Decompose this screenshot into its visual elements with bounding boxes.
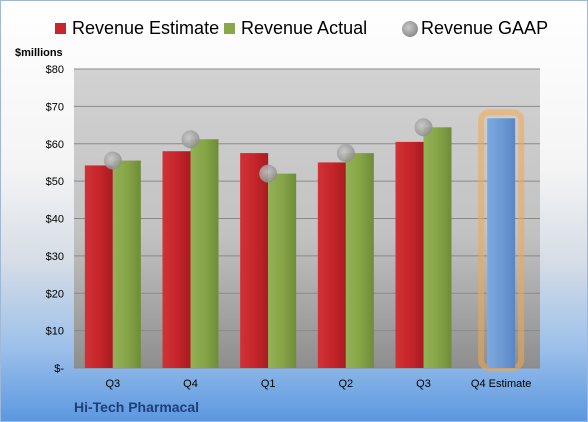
y-tick-label: $30 <box>46 251 64 263</box>
bar-revenue-actual <box>345 153 374 368</box>
x-tick-label: Q1 <box>261 378 276 390</box>
legend-swatch <box>224 23 235 34</box>
legend: Revenue Estimate Revenue Actual Revenue GA… <box>55 18 548 38</box>
gaap-marker <box>181 130 200 149</box>
legend-label: Revenue Actual <box>241 18 367 38</box>
bar-revenue-estimate <box>162 151 191 368</box>
legend-swatch-gaap <box>402 21 418 37</box>
y-tick-label: $70 <box>46 101 64 113</box>
y-tick-label: $80 <box>46 64 64 76</box>
bar-revenue-estimate <box>317 162 346 368</box>
bar-revenue-actual <box>112 160 141 368</box>
gaap-marker <box>103 151 122 170</box>
y-tick-label: $60 <box>46 139 64 151</box>
bar-revenue-actual <box>268 173 297 368</box>
y-tick-label: $50 <box>46 176 64 188</box>
y-tick-label: $40 <box>46 214 64 226</box>
gridlines <box>74 68 540 369</box>
x-axis-ticks: Q3 Q4 Q1 Q2 Q3 Q4 Estimate <box>105 378 531 390</box>
gaap-marker <box>414 118 433 137</box>
gaap-marker <box>259 164 278 183</box>
bar-revenue-actual <box>423 127 452 369</box>
x-tick-label: Q2 <box>338 378 353 390</box>
x-tick-label: Q4 <box>183 378 198 390</box>
legend-swatch <box>55 23 66 34</box>
gaap-marker <box>336 144 355 163</box>
y-tick-label: $20 <box>46 288 64 300</box>
legend-label: Revenue Estimate <box>72 18 219 38</box>
company-name: Hi-Tech Pharmacal <box>74 399 200 415</box>
x-tick-label: Q3 <box>105 378 120 390</box>
legend-label: Revenue GAAP <box>421 18 548 38</box>
bar-revenue-estimate <box>395 141 424 368</box>
bar-revenue-estimate <box>84 165 113 368</box>
bar-revenue-actual <box>190 139 219 368</box>
x-tick-label: Q4 Estimate <box>471 378 532 390</box>
y-tick-label: $- <box>54 363 64 375</box>
bar-revenue-estimate <box>240 153 269 368</box>
bar-q4-estimate <box>487 118 516 369</box>
bars <box>84 109 525 371</box>
gaap-markers <box>103 118 433 183</box>
y-tick-label: $10 <box>46 326 64 338</box>
y-axis-label: $millions <box>15 47 63 59</box>
x-tick-label: Q3 <box>416 378 431 390</box>
y-axis-ticks: $- $10 $20 $30 $40 $50 $60 $70 $80 <box>46 64 65 375</box>
